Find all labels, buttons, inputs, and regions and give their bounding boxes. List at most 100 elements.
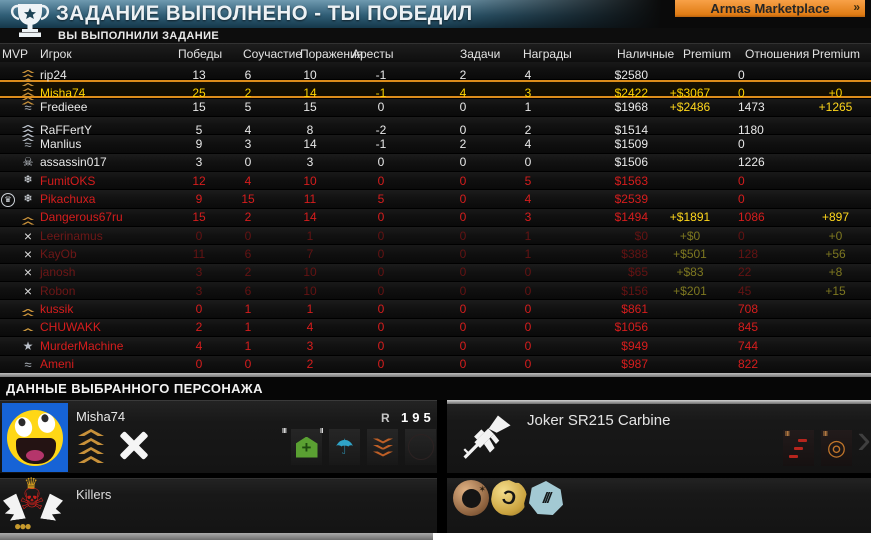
cell-rank-icon bbox=[16, 301, 40, 317]
cell-wins: 15 bbox=[192, 100, 206, 115]
player-row[interactable]: rip24 13 6 10 -1 2 4 $2580 0 bbox=[0, 62, 871, 87]
cell-wins: 0 bbox=[195, 228, 203, 243]
rifle-icon bbox=[463, 415, 511, 459]
cell-player-name: Manlius bbox=[40, 137, 82, 152]
cell-tasks: 0 bbox=[459, 228, 467, 243]
cell-premium_standing: +897 bbox=[821, 210, 850, 225]
cell-rewards: 3 bbox=[524, 210, 532, 225]
orange-chevrons-mod-slot bbox=[367, 429, 398, 465]
cell-arrests: -1 bbox=[375, 85, 387, 100]
cell-player-name: RaFFertY bbox=[40, 122, 93, 137]
clan-card: ♛ ☠ ●●● Killers bbox=[0, 477, 437, 533]
player-row[interactable]: ❄ FumitOKS 12 4 10 0 0 5 $1563 0 bbox=[0, 172, 871, 191]
cell-rewards: 5 bbox=[524, 173, 532, 188]
mission-subtitle-bar bbox=[0, 28, 871, 44]
player-row[interactable]: × Leerinamus 0 0 1 0 0 1 $0 +$0 0 +0 bbox=[0, 227, 871, 246]
cell-cash: $156 bbox=[621, 283, 648, 298]
cell-player-name: Dangerous67ru bbox=[40, 210, 123, 225]
cell-premium_cash: +$0 bbox=[679, 228, 701, 243]
cell-assists: 1 bbox=[244, 320, 252, 335]
cell-rank-icon: ❄ bbox=[16, 192, 40, 205]
cell-premium_cash: +$2486 bbox=[669, 100, 711, 115]
player-row[interactable]: × KayOb 11 6 7 0 0 1 $388 +$501 128 +56 bbox=[0, 245, 871, 264]
cell-standing: 128 bbox=[738, 247, 759, 262]
cell-premium_standing: +15 bbox=[825, 283, 846, 298]
selected-character-header: ДАННЫЕ ВЫБРАННОГО ПЕРСОНАЖА bbox=[0, 377, 871, 400]
player-row[interactable]: Dangerous67ru 15 2 14 0 0 3 $1494 +$1891 1086 +897 bbox=[0, 208, 871, 228]
cell-rank-icon bbox=[16, 62, 40, 87]
cell-standing: 22 bbox=[738, 265, 752, 280]
cell-tasks: 0 bbox=[459, 210, 467, 225]
snowflake-icon: ❄ bbox=[23, 192, 33, 205]
player-row[interactable]: ★ MurderMachine 4 1 3 0 0 0 $949 744 bbox=[0, 337, 871, 356]
player-row[interactable]: ≈ Fredieee 15 5 15 0 0 1 $1968 +$2486 1473 +1265 bbox=[0, 98, 871, 118]
bottom-edge-bar-left bbox=[0, 533, 433, 540]
cell-arrests: 0 bbox=[377, 283, 385, 298]
cell-cash: $1506 bbox=[614, 155, 648, 170]
cell-cash: $2422 bbox=[614, 85, 648, 100]
column-header-4: Соучастие bbox=[243, 47, 303, 61]
cell-deaths: 8 bbox=[306, 122, 314, 137]
armas-marketplace-button[interactable]: Armas Marketplace » bbox=[675, 0, 865, 17]
cell-standing: 45 bbox=[738, 283, 752, 298]
rank-gold-2-icon bbox=[16, 216, 40, 226]
cell-rewards: 1 bbox=[524, 100, 532, 115]
empty-slot-mod-slot bbox=[405, 429, 436, 465]
cell-rewards: 1 bbox=[524, 228, 532, 243]
player-row[interactable]: CHUWAKK 2 1 4 0 0 0 $1056 845 bbox=[0, 318, 871, 338]
cell-deaths: 10 bbox=[303, 67, 317, 82]
cell-deaths: 14 bbox=[303, 210, 317, 225]
player-row[interactable]: Misha74 25 2 14 -1 4 3 $2422 +$3067 0 +0 bbox=[0, 80, 871, 105]
mod-tier-label: III bbox=[282, 428, 287, 435]
cell-rank-icon: ☠ bbox=[16, 156, 40, 168]
player-row[interactable]: × janosh 3 2 10 0 0 0 $65 +$83 22 +8 bbox=[0, 263, 871, 283]
skull-icon: ☠ bbox=[22, 155, 34, 170]
cell-assists: 3 bbox=[244, 137, 252, 152]
cell-cash: $2539 bbox=[614, 192, 648, 207]
column-header-2: Игрок bbox=[40, 47, 72, 61]
cell-rank-icon bbox=[16, 80, 40, 105]
cell-cash: $0 bbox=[634, 228, 648, 243]
column-header-5: Поражения bbox=[300, 47, 364, 61]
player-row[interactable]: ♛ ❄ Pikachuxa 9 15 11 5 0 4 $2539 0 bbox=[0, 190, 871, 209]
cell-rank-icon: × bbox=[16, 229, 40, 243]
selected-player-name: Misha74 bbox=[76, 409, 126, 424]
cell-player-name: kussik bbox=[40, 302, 74, 317]
scoreboard-column-header: MVP Игрок Победы Соучастие Поражения Аресты За… bbox=[0, 43, 871, 62]
empty-slot-icon bbox=[407, 434, 434, 460]
cell-assists: 2 bbox=[244, 265, 252, 280]
mission-result-subtitle: ВЫ ВЫПОЛНИЛИ ЗАДАНИЕ bbox=[58, 30, 220, 42]
player-row[interactable]: kussik 0 1 1 0 0 0 $861 708 bbox=[0, 300, 871, 319]
cell-arrests: 0 bbox=[377, 210, 385, 225]
player-row[interactable]: ☠ assassin017 3 0 3 0 0 0 $1506 1226 bbox=[0, 153, 871, 173]
player-row[interactable]: RaFFertY 5 4 8 -2 0 2 $1514 1180 bbox=[0, 117, 871, 142]
cell-standing: 0 bbox=[738, 192, 745, 207]
cell-tasks: 2 bbox=[459, 67, 467, 82]
cell-cash: $861 bbox=[621, 302, 648, 317]
player-row[interactable]: × Robon 3 6 10 0 0 0 $156 +$201 45 +15 bbox=[0, 282, 871, 301]
cell-cash: $1514 bbox=[614, 122, 648, 137]
cell-standing: 708 bbox=[738, 302, 759, 317]
cell-rewards: 0 bbox=[524, 338, 532, 353]
player-row[interactable]: ≈ Manlius 9 3 14 -1 2 4 $1509 0 bbox=[0, 135, 871, 154]
cell-deaths: 10 bbox=[303, 283, 317, 298]
mod-tier-label: II bbox=[320, 428, 323, 435]
cell-deaths: 11 bbox=[303, 192, 317, 207]
column-header-12: Premium bbox=[812, 47, 861, 61]
gold-hook-medal-icon: Ɔ bbox=[491, 480, 527, 516]
cell-arrests: -1 bbox=[375, 137, 387, 152]
cell-rewards: 4 bbox=[524, 137, 532, 152]
cell-wins: 3 bbox=[195, 155, 203, 170]
cell-rank-icon: ≈ bbox=[16, 358, 40, 371]
player-row[interactable]: ≈ Ameni 0 0 2 0 0 0 $987 822 bbox=[0, 355, 871, 374]
cell-tasks: 0 bbox=[459, 122, 467, 137]
cell-player-name: Fredieee bbox=[40, 100, 88, 115]
cell-cash: $65 bbox=[627, 265, 648, 280]
cell-deaths: 10 bbox=[303, 265, 317, 280]
cell-assists: 0 bbox=[244, 155, 252, 170]
next-arrow-icon[interactable]: › bbox=[857, 415, 871, 462]
cell-tasks: 0 bbox=[459, 265, 467, 280]
column-header-3: Победы bbox=[178, 47, 223, 61]
cell-arrests: 0 bbox=[377, 173, 385, 188]
cell-assists: 5 bbox=[244, 100, 252, 115]
